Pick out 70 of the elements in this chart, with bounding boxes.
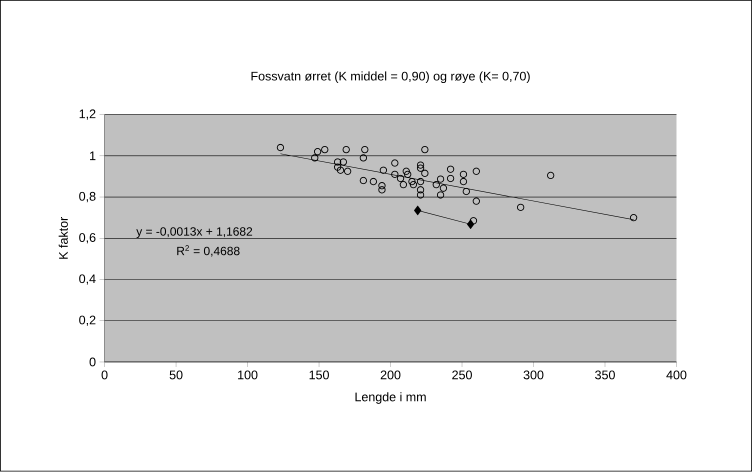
chart-title: Fossvatn ørret (K middel = 0,90) og røye (K= 0,70) [252,72,530,84]
point [378,186,386,194]
point [314,148,322,156]
point [466,220,474,230]
x-tick-label: 150 [310,370,329,380]
point [446,166,454,174]
point [547,172,554,180]
point [436,176,444,183]
point [436,192,444,199]
point [380,166,388,174]
y-tick-label: 1,2 [80,110,96,120]
point [410,181,418,189]
y-tick-label: 1 [90,152,96,160]
point [342,146,350,154]
point [360,154,368,162]
y-axis-title: K faktor [58,217,68,259]
point [334,158,342,166]
y-tick-label: 0 [90,358,96,367]
point [402,168,410,176]
y-tick-label: 0,4 [79,274,96,285]
point [391,160,398,167]
x-tick-label: 0 [102,370,108,380]
point [404,170,412,178]
point [416,192,424,199]
x-axis-title: Lengde i mm [355,392,426,404]
x-tick-label: 300 [524,370,544,380]
point [416,178,424,186]
point [340,158,347,166]
point [378,182,386,190]
x-tick-label: 200 [380,370,400,380]
point [396,175,404,182]
point [416,164,424,172]
point [361,146,368,154]
point [630,214,638,222]
point [336,166,344,174]
annotation: y = -0,0013x + 1,1682 [136,227,252,238]
point [460,178,468,186]
point [276,144,284,152]
point [414,206,422,216]
point [517,204,524,212]
y-tick-label: 0,6 [79,233,96,244]
point [446,175,454,182]
annotation: R$^{2}$ = 0,4688 [177,245,240,257]
x-tick-label: 50 [170,370,183,380]
x-tick-label: 100 [238,370,258,380]
point [311,154,318,162]
point [421,170,428,178]
y-tick-label: 0,8 [79,192,96,202]
point [440,184,448,192]
point [391,170,398,178]
point [416,186,424,194]
point [321,146,328,154]
point [360,177,368,184]
point [472,198,480,206]
point [416,162,424,169]
x-tick-label: 400 [666,370,686,380]
point [421,146,428,154]
x-tick-label: 250 [452,370,472,380]
point [408,178,416,186]
point [460,170,468,178]
point [334,164,342,172]
x-tick-label: 350 [595,370,615,380]
point [472,168,480,176]
y-tick-label: 0,2 [79,316,96,326]
point [432,181,440,189]
point [462,188,470,196]
point [470,217,478,225]
point [400,181,408,189]
point [370,178,378,186]
point [344,168,352,176]
